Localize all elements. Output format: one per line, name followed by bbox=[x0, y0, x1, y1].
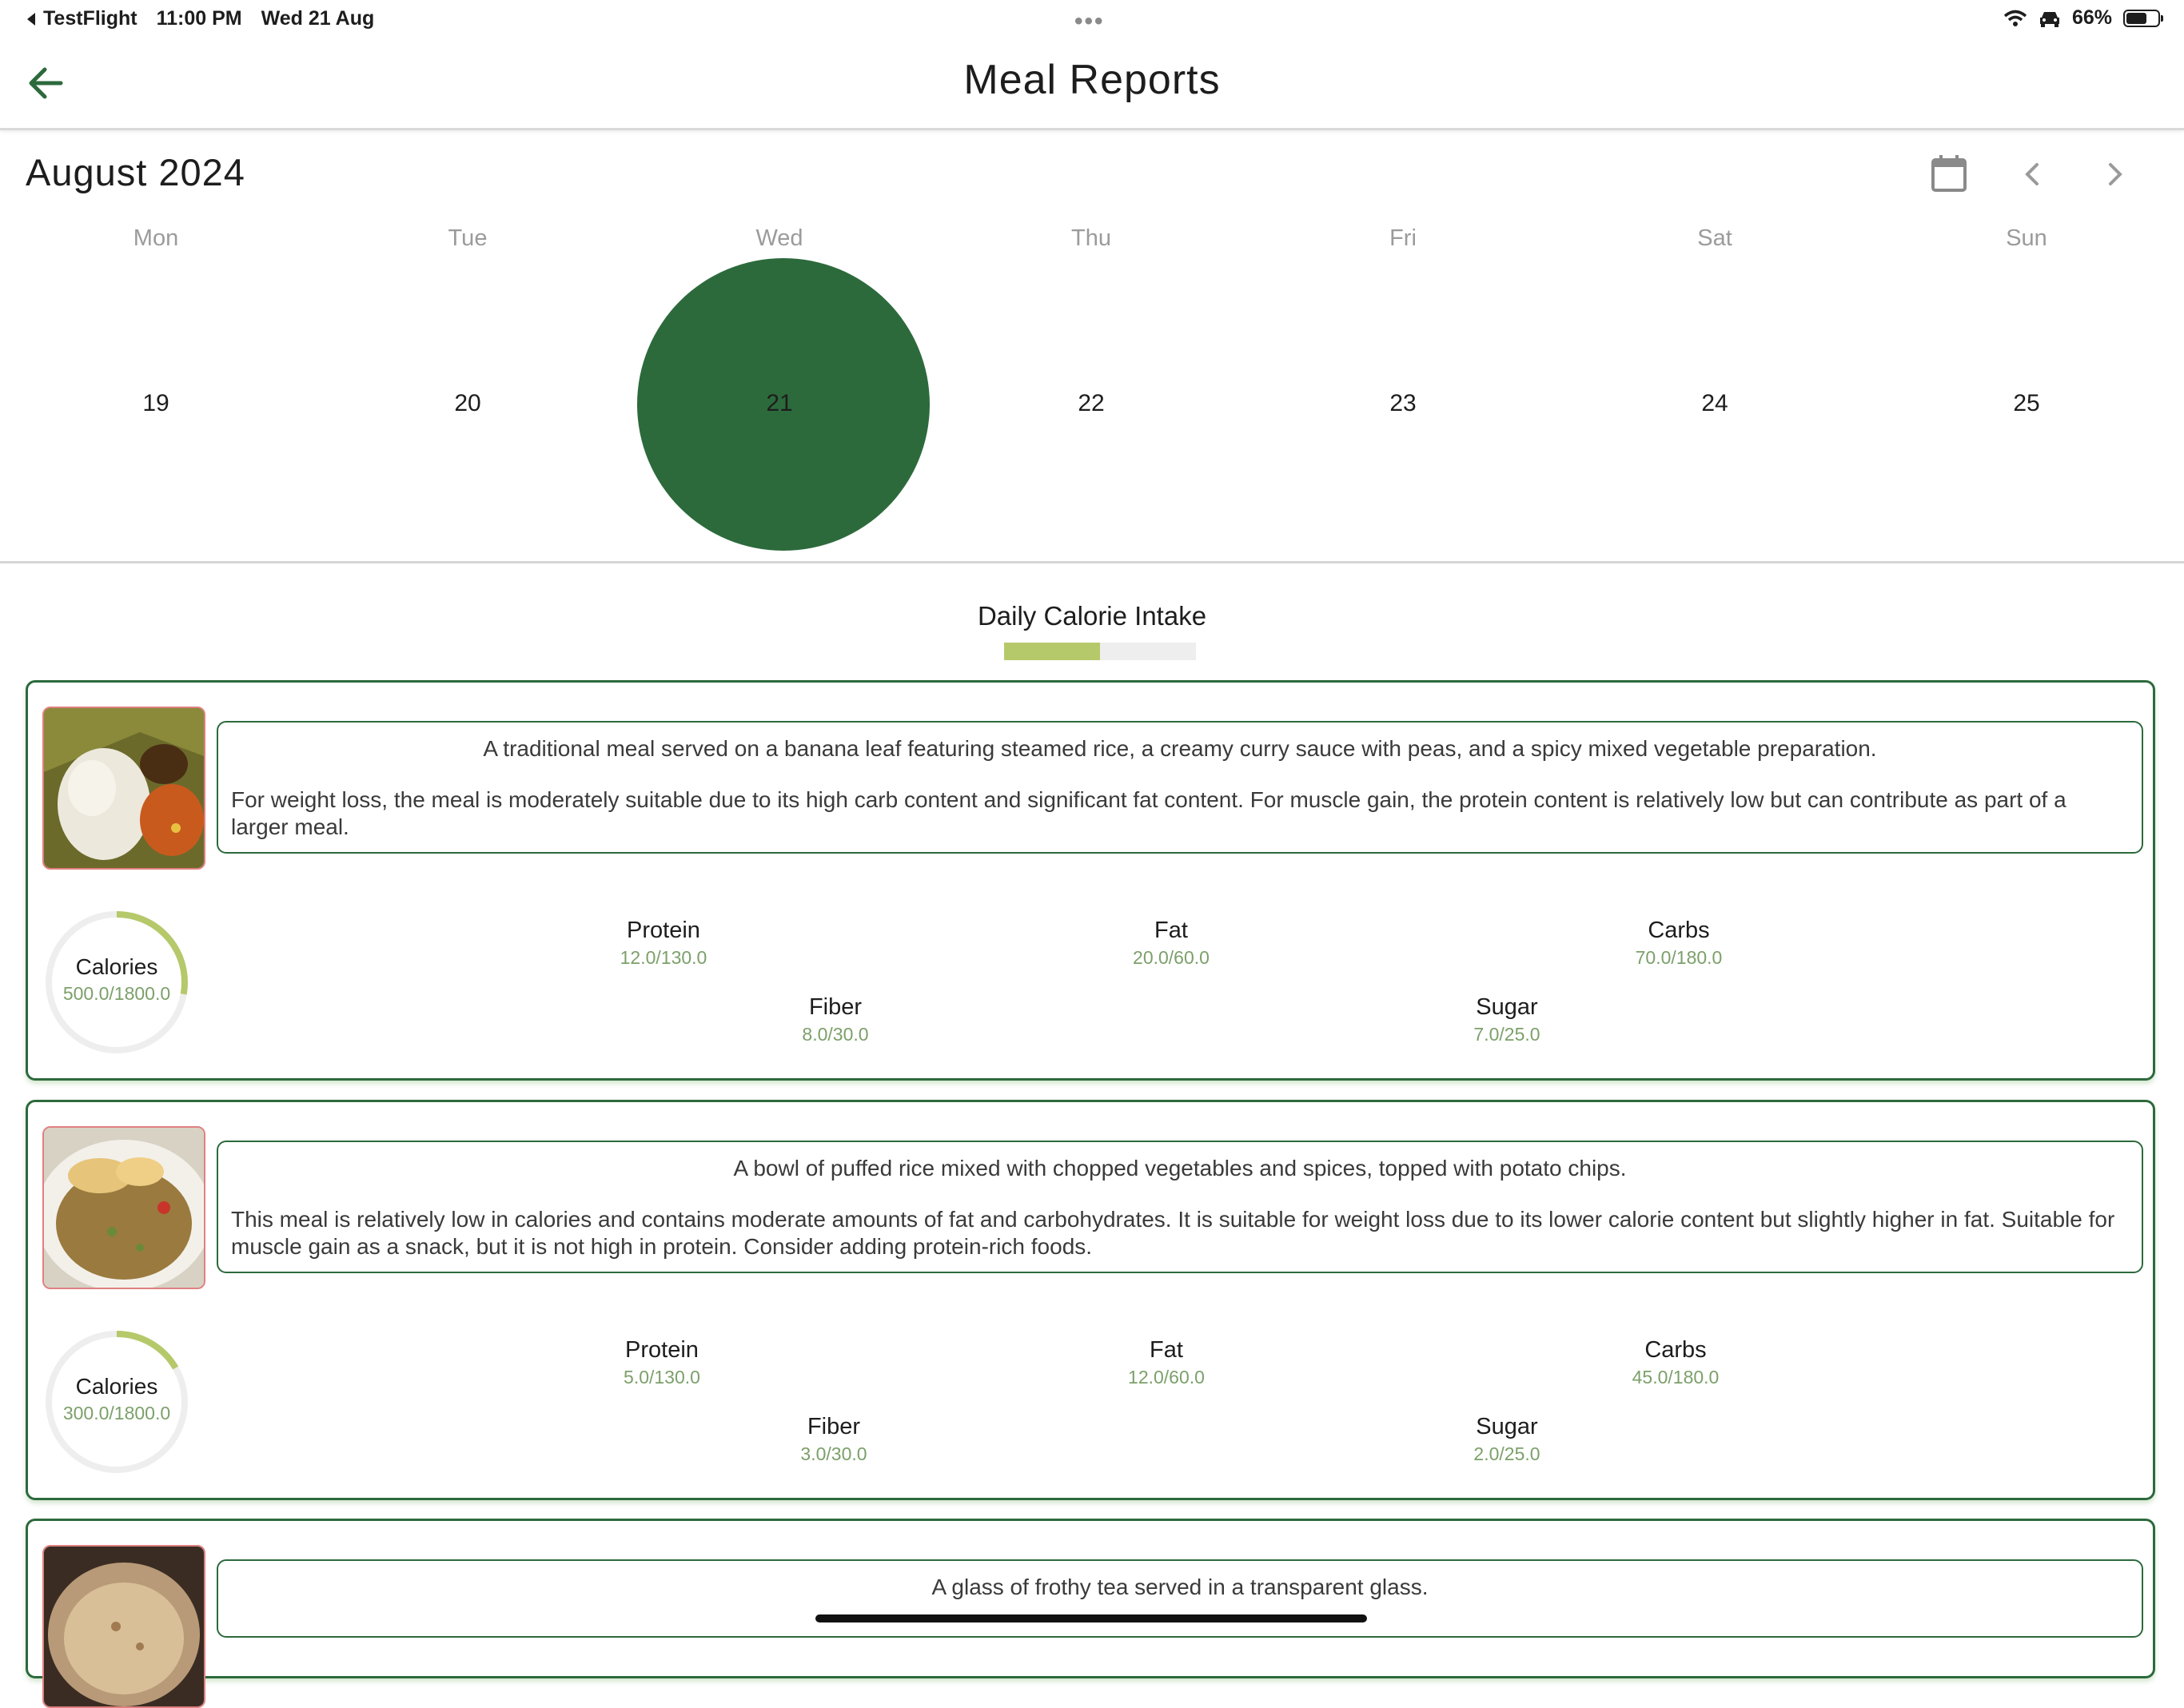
nutrient-sugar: Sugar 7.0/25.0 bbox=[1387, 994, 1627, 1045]
calendar-day-number: 20 bbox=[454, 390, 481, 416]
weekday-label: Fri bbox=[1389, 225, 1417, 251]
calendar-day-number: 22 bbox=[1078, 390, 1105, 416]
status-time: 11:00 PM bbox=[156, 7, 242, 30]
meal-card[interactable]: A bowl of puffed rice mixed with chopped… bbox=[26, 1100, 2155, 1500]
chevron-right-icon[interactable] bbox=[2093, 152, 2138, 197]
nutrient-value: 8.0/30.0 bbox=[802, 1024, 869, 1045]
nutrient-protein: Protein 12.0/130.0 bbox=[544, 918, 783, 969]
calendar-day[interactable]: 24 bbox=[1559, 258, 1871, 554]
daily-calorie-progress-bar bbox=[1004, 643, 1196, 660]
chevron-left-icon[interactable] bbox=[2010, 152, 2054, 197]
home-indicator[interactable] bbox=[815, 1614, 1367, 1622]
nutrient-fat: Fat 20.0/60.0 bbox=[1051, 918, 1291, 969]
nutrient-label: Fiber bbox=[807, 1414, 861, 1439]
meal-description-box: A glass of frothy tea served in a transp… bbox=[217, 1559, 2143, 1638]
calendar-day-number: 24 bbox=[1701, 390, 1728, 416]
meal-photo bbox=[42, 1126, 205, 1289]
meal-description: A bowl of puffed rice mixed with chopped… bbox=[733, 1156, 1627, 1180]
meal-description: A traditional meal served on a banana le… bbox=[483, 736, 1877, 761]
weekday-label: Wed bbox=[755, 225, 803, 251]
calendar-day[interactable]: 25 bbox=[1871, 258, 2182, 554]
nutrient-label: Protein bbox=[625, 1337, 699, 1363]
nutrient-value: 2.0/25.0 bbox=[1473, 1443, 1540, 1464]
status-date: Wed 21 Aug bbox=[261, 7, 375, 30]
nutrient-sugar: Sugar 2.0/25.0 bbox=[1387, 1414, 1627, 1465]
nutrient-fat: Fat 12.0/60.0 bbox=[1046, 1337, 1286, 1388]
calendar-day[interactable]: 23 bbox=[1247, 258, 1559, 554]
calendar-day-number: 23 bbox=[1389, 390, 1417, 416]
page-title: Meal Reports bbox=[963, 57, 1221, 103]
car-icon bbox=[2039, 11, 2059, 27]
back-app-label: TestFlight bbox=[43, 7, 137, 30]
nutrient-label: Carbs bbox=[1644, 1337, 1707, 1363]
nutrient-label: Sugar bbox=[1476, 994, 1538, 1020]
calories-value: 500.0/1800.0 bbox=[62, 983, 171, 1004]
calories-value: 300.0/1800.0 bbox=[62, 1403, 171, 1423]
nutrient-label: Carbs bbox=[1648, 918, 1710, 943]
calendar-day-number: 21 bbox=[766, 390, 793, 416]
meal-description: A glass of frothy tea served in a transp… bbox=[931, 1575, 1429, 1599]
calendar-day[interactable]: 19 bbox=[0, 258, 312, 554]
battery-icon bbox=[2123, 9, 2163, 27]
back-arrow-icon[interactable] bbox=[22, 59, 70, 107]
meal-photo bbox=[42, 707, 205, 870]
weekday-label: Tue bbox=[448, 225, 488, 251]
calendar-month-title: August 2024 bbox=[26, 151, 245, 193]
nutrient-carbs: Carbs 70.0/180.0 bbox=[1559, 918, 1799, 969]
calendar-day-number: 19 bbox=[142, 390, 169, 416]
back-to-app-link[interactable]: TestFlight bbox=[26, 7, 137, 30]
back-triangle-icon bbox=[27, 12, 35, 26]
meal-card[interactable]: A glass of frothy tea served in a transp… bbox=[26, 1519, 2155, 1708]
nutrient-value: 12.0/60.0 bbox=[1128, 1367, 1205, 1388]
nutrient-value: 12.0/130.0 bbox=[620, 947, 707, 968]
meal-photo bbox=[42, 1545, 205, 1708]
calories-label: Calories bbox=[75, 1374, 158, 1399]
meal-description-box: A bowl of puffed rice mixed with chopped… bbox=[217, 1141, 2143, 1273]
nutrient-label: Sugar bbox=[1476, 1414, 1538, 1439]
nutrient-value: 20.0/60.0 bbox=[1133, 947, 1210, 968]
nutrient-value: 7.0/25.0 bbox=[1473, 1024, 1540, 1045]
nutrient-carbs: Carbs 45.0/180.0 bbox=[1556, 1337, 1795, 1388]
calendar-day[interactable]: 22 bbox=[935, 258, 1247, 554]
meal-advice: This meal is relatively low in calories … bbox=[231, 1207, 2115, 1259]
nutrient-protein: Protein 5.0/130.0 bbox=[542, 1337, 782, 1388]
calendar-icon[interactable] bbox=[1927, 152, 1971, 197]
calories-ring: Calories 500.0/1800.0 bbox=[41, 906, 193, 1058]
wifi-icon bbox=[2003, 10, 2027, 26]
selected-day-highlight bbox=[637, 258, 930, 551]
calendar-day-number: 25 bbox=[2013, 390, 2040, 416]
meal-card[interactable]: A traditional meal served on a banana le… bbox=[26, 680, 2155, 1081]
calories-label: Calories bbox=[75, 954, 158, 979]
nutrient-value: 70.0/180.0 bbox=[1635, 947, 1723, 968]
nutrient-label: Fiber bbox=[808, 994, 863, 1020]
calories-ring: Calories 300.0/1800.0 bbox=[41, 1326, 193, 1478]
daily-calorie-title: Daily Calorie Intake bbox=[977, 601, 1207, 631]
nutrient-label: Fat bbox=[1154, 918, 1188, 943]
calendar-day[interactable]: 20 bbox=[312, 258, 624, 554]
meal-advice: For weight loss, the meal is moderately … bbox=[231, 787, 2066, 839]
calendar-divider bbox=[0, 561, 2184, 563]
meal-description-box: A traditional meal served on a banana le… bbox=[217, 721, 2143, 854]
nutrient-label: Fat bbox=[1150, 1337, 1183, 1363]
nutrient-value: 45.0/180.0 bbox=[1632, 1367, 1720, 1388]
weekday-label: Sat bbox=[1697, 225, 1732, 251]
weekday-label: Mon bbox=[133, 225, 179, 251]
battery-percent: 66% bbox=[2071, 6, 2112, 29]
weekday-label: Sun bbox=[2006, 225, 2047, 251]
nutrient-fiber: Fiber 3.0/30.0 bbox=[714, 1414, 954, 1465]
nutrient-value: 5.0/130.0 bbox=[624, 1367, 700, 1388]
weekday-label: Thu bbox=[1071, 225, 1111, 251]
status-bar: TestFlight 11:00 PM Wed 21 Aug ••• 66% bbox=[0, 0, 2184, 38]
nutrient-label: Protein bbox=[627, 918, 700, 943]
calendar-day[interactable]: 21 bbox=[624, 258, 935, 554]
multitasking-dots[interactable]: ••• bbox=[1074, 8, 1105, 34]
nutrient-value: 3.0/30.0 bbox=[800, 1443, 867, 1464]
nutrient-fiber: Fiber 8.0/30.0 bbox=[715, 994, 955, 1045]
app-bar: Meal Reports bbox=[0, 38, 2184, 130]
